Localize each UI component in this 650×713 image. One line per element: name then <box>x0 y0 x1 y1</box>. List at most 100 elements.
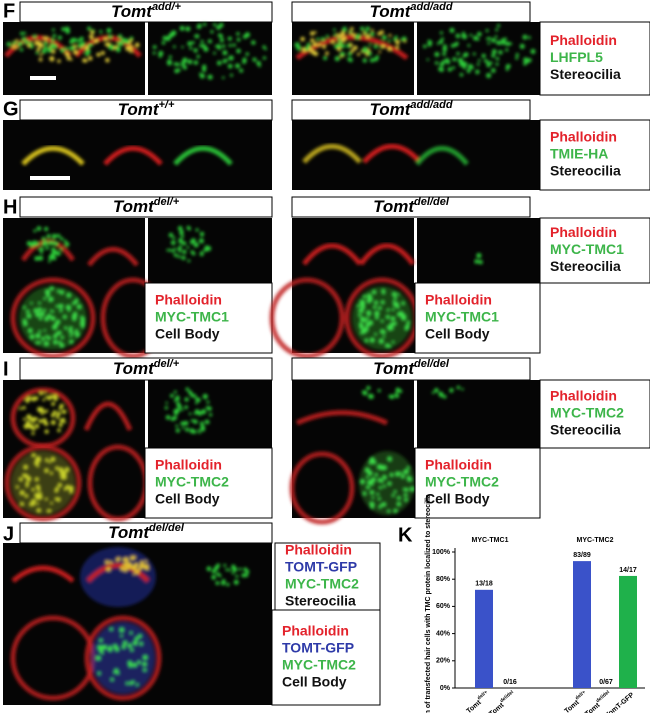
title-sup: add/add <box>410 99 452 111</box>
dot <box>42 418 47 423</box>
arc <box>362 144 422 164</box>
dot <box>396 501 401 507</box>
legend-entry: Cell Body <box>155 491 220 507</box>
dot <box>36 226 42 231</box>
dot <box>186 225 191 230</box>
ring <box>84 615 162 701</box>
dot <box>439 393 444 398</box>
dot <box>467 44 471 47</box>
dot <box>382 475 387 480</box>
dot <box>175 408 179 412</box>
dot <box>474 259 479 264</box>
dot <box>382 330 386 334</box>
dot <box>176 62 180 67</box>
dot <box>43 308 46 312</box>
dot <box>505 48 509 52</box>
dot <box>505 67 509 71</box>
dot <box>242 34 248 39</box>
dot <box>166 60 172 66</box>
dot <box>380 300 385 305</box>
dot <box>391 340 395 344</box>
dot <box>106 567 111 572</box>
signal <box>20 226 139 267</box>
micrograph <box>292 22 414 95</box>
dot <box>24 474 29 479</box>
dot <box>227 63 233 69</box>
dot <box>371 289 377 295</box>
dot <box>67 309 71 312</box>
dot <box>241 573 246 578</box>
dot <box>347 51 352 56</box>
dot <box>46 335 51 340</box>
dot <box>173 62 178 66</box>
signal <box>164 387 213 434</box>
dot <box>19 490 25 496</box>
arc <box>11 565 75 583</box>
dot <box>39 311 45 317</box>
dot <box>104 560 110 565</box>
dot <box>469 33 473 37</box>
dot <box>231 571 235 575</box>
dot <box>387 39 391 43</box>
dot <box>522 34 528 40</box>
dot <box>61 409 67 415</box>
dot <box>380 319 384 323</box>
dot <box>17 42 22 47</box>
dot <box>50 413 56 418</box>
dot <box>404 488 408 492</box>
dot <box>48 460 52 464</box>
dot <box>386 325 391 329</box>
dot <box>200 40 204 44</box>
dot <box>87 26 92 31</box>
legend-entry: Stereocilia <box>550 163 621 179</box>
dot <box>361 319 364 323</box>
dot <box>46 395 52 401</box>
dot <box>38 248 42 252</box>
dot <box>57 482 62 488</box>
dot <box>22 406 26 410</box>
legend-entry: MYC-TMC1 <box>550 241 624 257</box>
dot <box>406 466 410 470</box>
dot <box>455 33 461 39</box>
dot <box>122 640 128 646</box>
ring <box>4 444 82 522</box>
dot <box>228 55 234 61</box>
dot <box>35 340 39 345</box>
dot <box>207 39 212 44</box>
dot <box>110 677 114 682</box>
dot <box>143 564 149 570</box>
dot <box>38 301 41 305</box>
dot <box>356 304 360 308</box>
dot <box>485 29 489 33</box>
dot <box>49 286 54 291</box>
dot <box>365 26 370 31</box>
dot <box>350 48 355 53</box>
title-base: Tomt <box>369 100 411 119</box>
dot <box>38 408 43 413</box>
panel-title: Tomtadd/add <box>369 99 452 120</box>
dot <box>123 556 129 563</box>
dot <box>31 431 35 435</box>
dot <box>116 671 120 675</box>
dot <box>41 48 47 54</box>
dot <box>27 328 33 334</box>
dot <box>350 27 354 31</box>
dot <box>371 28 374 32</box>
dot <box>222 50 228 56</box>
dot <box>69 339 74 344</box>
dot <box>168 55 172 59</box>
dot <box>481 53 486 58</box>
dot <box>369 337 375 343</box>
dot <box>59 237 64 241</box>
micrograph <box>3 610 272 705</box>
dot <box>36 502 39 505</box>
dot <box>349 30 352 33</box>
dot <box>38 419 43 424</box>
signal <box>4 444 149 522</box>
dot <box>45 409 49 413</box>
dot <box>495 28 499 32</box>
dot <box>213 23 217 27</box>
dot <box>368 461 373 465</box>
dot <box>23 423 29 429</box>
dot <box>199 44 203 48</box>
